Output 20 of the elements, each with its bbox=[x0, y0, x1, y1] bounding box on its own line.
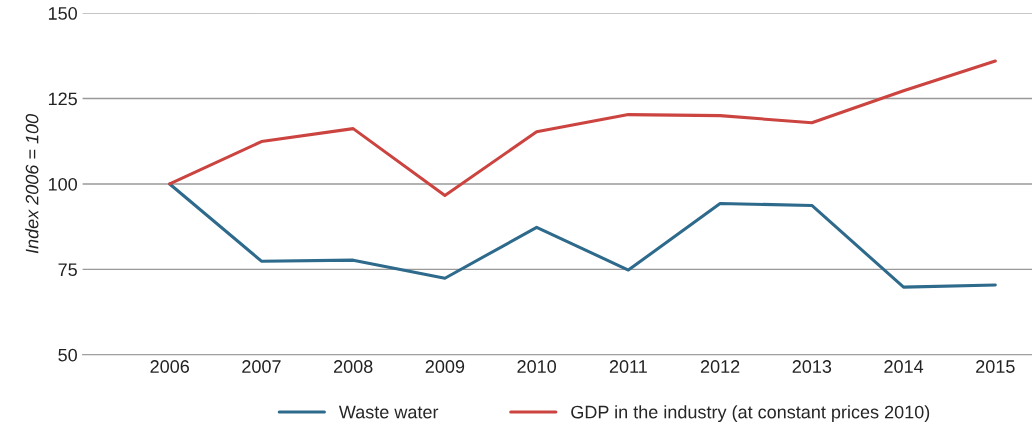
legend-label: GDP in the industry (at constant prices 2010) bbox=[571, 405, 930, 423]
line-series bbox=[168, 182, 997, 289]
y-tick-label: 75 bbox=[58, 263, 77, 277]
x-tick-label: 2008 bbox=[334, 360, 373, 373]
x-tick-label: 2012 bbox=[700, 360, 740, 373]
y-tick-label: 150 bbox=[48, 7, 77, 20]
x-tick-label: 2007 bbox=[242, 360, 281, 373]
y-axis-title: Index 2006 = 100 bbox=[25, 114, 39, 254]
x-tick-label: 2011 bbox=[609, 360, 647, 373]
y-tick-label: 100 bbox=[48, 177, 77, 191]
y-tick-label: 125 bbox=[48, 92, 77, 106]
x-tick-label: 2013 bbox=[792, 360, 832, 373]
y-tick-label: 50 bbox=[58, 348, 77, 362]
x-tick-label: 2006 bbox=[150, 360, 189, 373]
x-tick-label: 2014 bbox=[884, 360, 924, 373]
line-series bbox=[168, 59, 997, 198]
x-tick-label: 2015 bbox=[976, 360, 1015, 373]
x-tick-label: 2009 bbox=[425, 360, 465, 373]
x-tick-label: 2010 bbox=[517, 360, 557, 373]
legend-label: Waste water bbox=[338, 405, 439, 419]
